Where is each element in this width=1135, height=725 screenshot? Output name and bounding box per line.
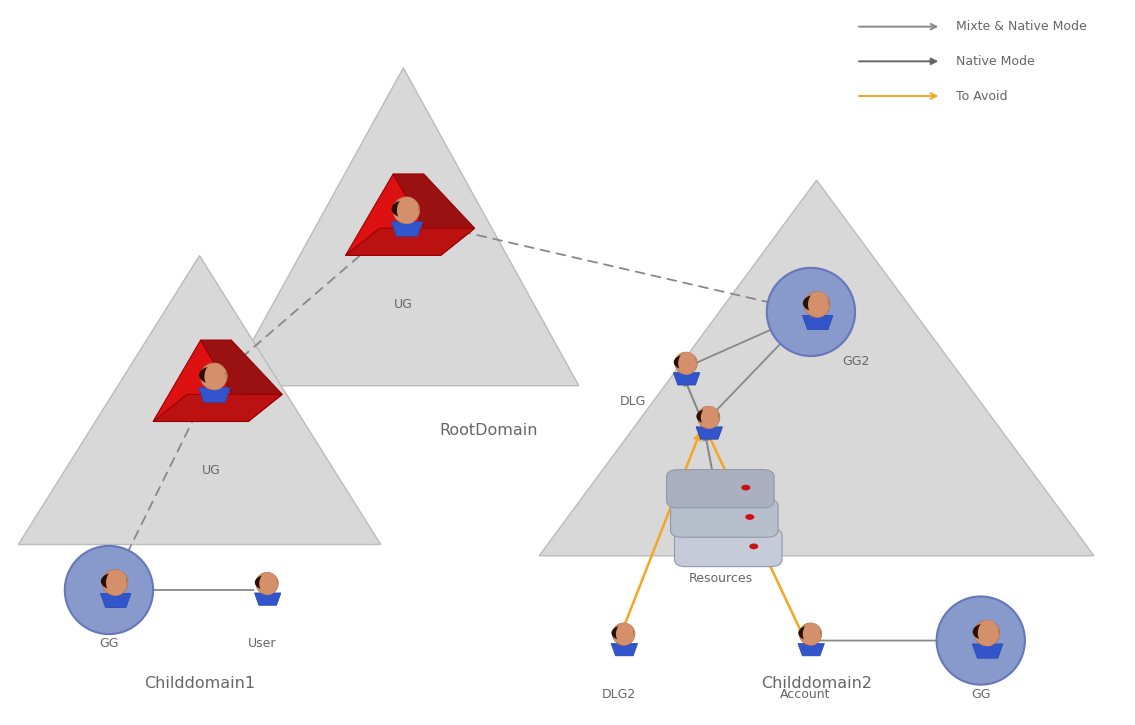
Polygon shape <box>101 593 131 608</box>
Text: GG2: GG2 <box>842 355 869 368</box>
FancyBboxPatch shape <box>671 499 779 537</box>
FancyBboxPatch shape <box>666 470 774 507</box>
Text: DLG2: DLG2 <box>602 687 636 700</box>
Text: RootDomain: RootDomain <box>439 423 538 439</box>
Ellipse shape <box>613 623 634 645</box>
Ellipse shape <box>974 620 1000 646</box>
Polygon shape <box>611 644 638 656</box>
Ellipse shape <box>254 575 277 589</box>
Text: Mixte & Native Mode: Mixte & Native Mode <box>956 20 1086 33</box>
Ellipse shape <box>973 624 999 640</box>
Ellipse shape <box>978 620 999 646</box>
Polygon shape <box>199 388 230 402</box>
Ellipse shape <box>255 572 278 594</box>
Text: DLG: DLG <box>620 395 646 408</box>
Text: GG: GG <box>99 637 119 650</box>
Polygon shape <box>18 256 380 544</box>
Ellipse shape <box>808 291 829 318</box>
Ellipse shape <box>106 570 127 595</box>
Ellipse shape <box>798 626 821 640</box>
Ellipse shape <box>201 363 227 390</box>
Polygon shape <box>345 174 440 255</box>
Text: UG: UG <box>201 463 220 476</box>
Polygon shape <box>673 373 700 385</box>
Ellipse shape <box>393 197 420 224</box>
Polygon shape <box>392 222 423 236</box>
Polygon shape <box>345 228 474 255</box>
Ellipse shape <box>612 626 633 640</box>
Text: Account: Account <box>780 687 831 700</box>
Ellipse shape <box>697 409 718 423</box>
Polygon shape <box>153 394 283 421</box>
Polygon shape <box>393 174 474 255</box>
Ellipse shape <box>204 363 226 390</box>
Text: GG: GG <box>972 687 991 700</box>
Text: UG: UG <box>394 297 413 310</box>
Ellipse shape <box>767 268 855 356</box>
Ellipse shape <box>675 352 697 374</box>
Text: Childdomain2: Childdomain2 <box>762 676 872 691</box>
Polygon shape <box>228 68 579 386</box>
Polygon shape <box>696 427 723 439</box>
Text: To Avoid: To Avoid <box>956 89 1008 102</box>
Ellipse shape <box>397 197 419 224</box>
Polygon shape <box>973 644 1003 658</box>
Circle shape <box>749 544 758 550</box>
Ellipse shape <box>700 406 718 428</box>
Polygon shape <box>539 181 1094 556</box>
Polygon shape <box>201 340 283 421</box>
Polygon shape <box>153 340 249 421</box>
Ellipse shape <box>674 355 696 370</box>
Text: User: User <box>247 637 276 650</box>
Ellipse shape <box>804 291 830 318</box>
Text: Native Mode: Native Mode <box>956 55 1035 68</box>
Ellipse shape <box>101 573 127 589</box>
Ellipse shape <box>936 597 1025 684</box>
Ellipse shape <box>802 295 829 312</box>
Circle shape <box>746 514 755 520</box>
Ellipse shape <box>259 572 277 594</box>
Polygon shape <box>802 315 833 330</box>
Ellipse shape <box>802 623 821 645</box>
Ellipse shape <box>65 546 153 634</box>
Ellipse shape <box>679 352 696 374</box>
Ellipse shape <box>102 570 128 595</box>
Ellipse shape <box>199 366 226 384</box>
Polygon shape <box>254 593 281 605</box>
Ellipse shape <box>616 623 633 645</box>
Text: Childdomain1: Childdomain1 <box>144 676 255 691</box>
Ellipse shape <box>698 406 720 428</box>
Circle shape <box>741 485 750 491</box>
FancyBboxPatch shape <box>674 529 782 567</box>
Polygon shape <box>798 644 824 656</box>
Ellipse shape <box>799 623 822 645</box>
Text: Resources: Resources <box>688 572 753 585</box>
Ellipse shape <box>392 200 419 218</box>
